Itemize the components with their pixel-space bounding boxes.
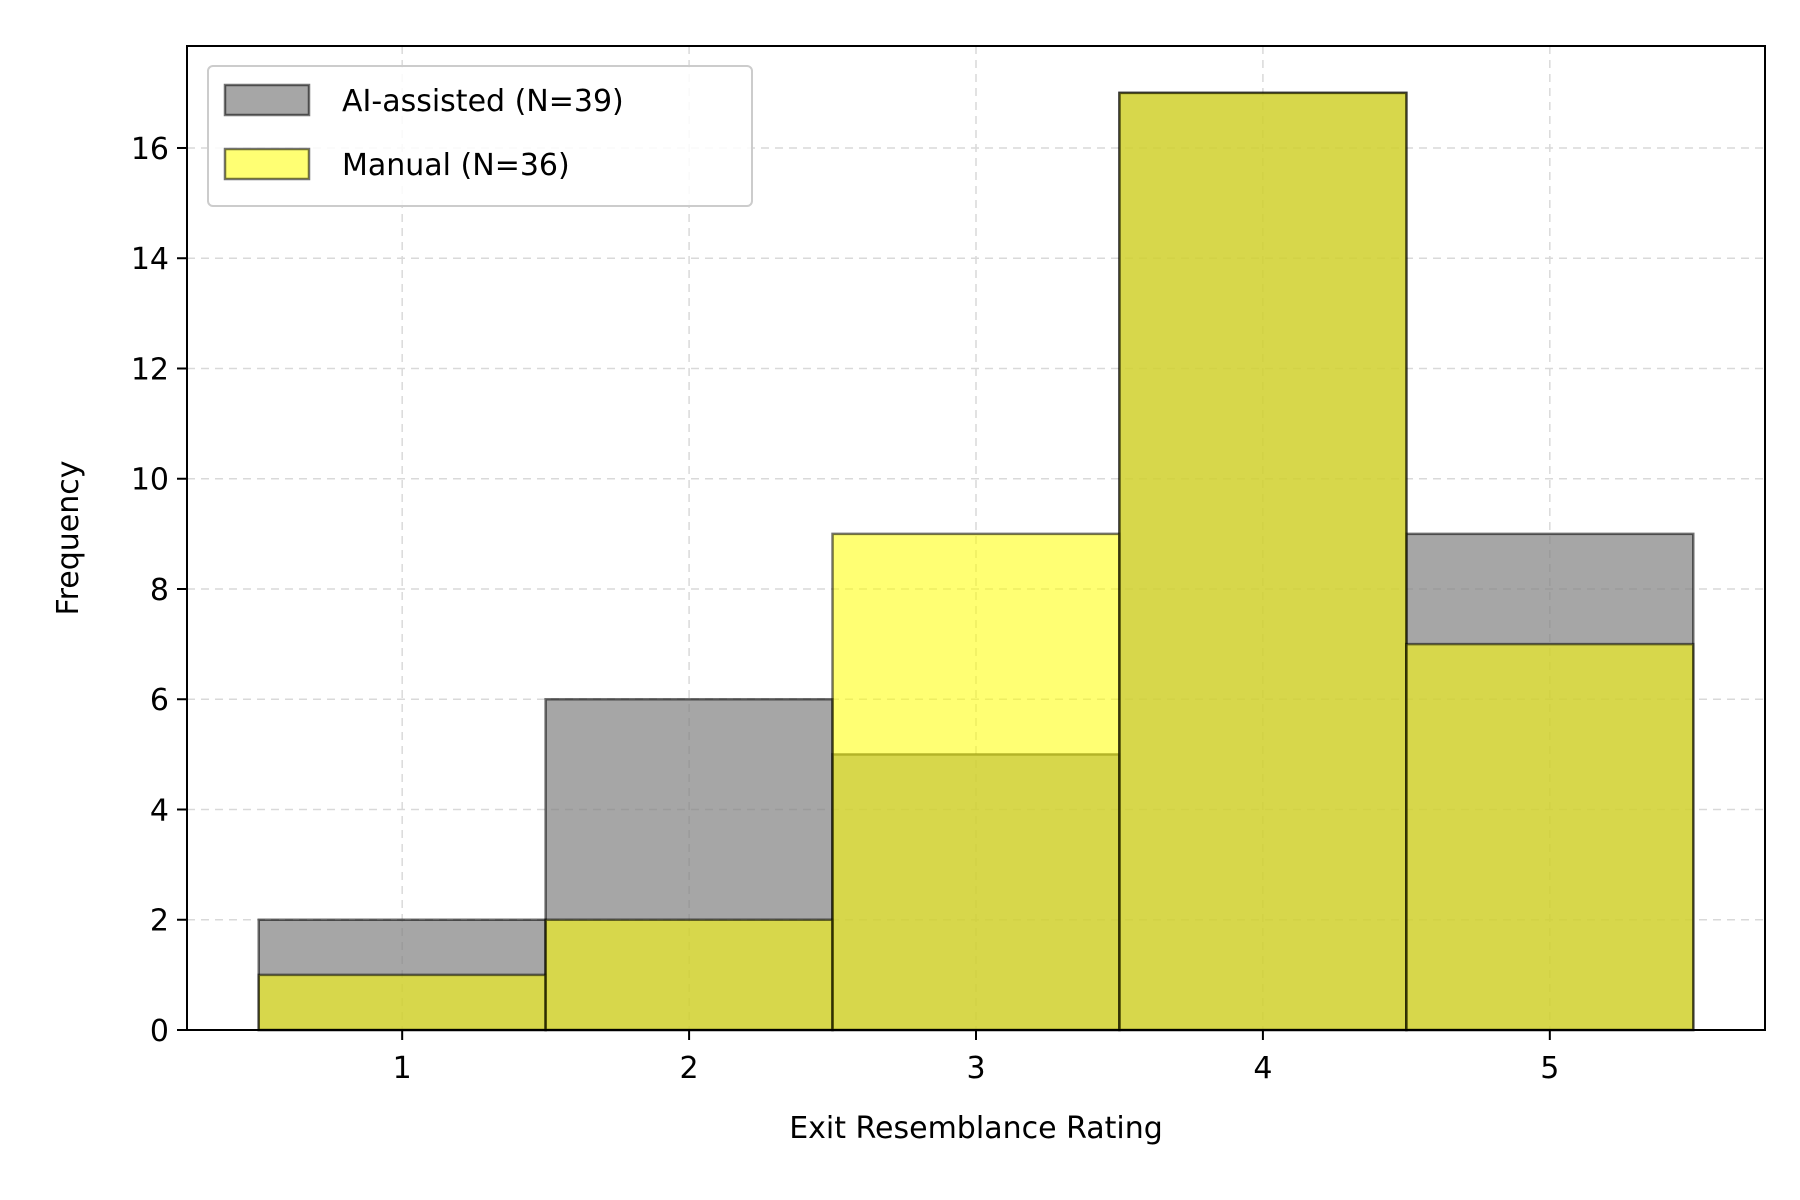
y-tick-label-2: 2 [150, 904, 169, 939]
x-tick-label-1: 1 [393, 1051, 412, 1086]
legend: AI-assisted (N=39) Manual (N=36) [207, 65, 753, 207]
y-tick-label-16: 16 [131, 132, 169, 167]
y-tick-label-10: 10 [131, 463, 169, 498]
x-tick-label-3: 3 [966, 1051, 985, 1086]
x-axis-label: Exit Resemblance Rating [789, 1111, 1163, 1146]
y-axis-label: Frequency [51, 461, 86, 616]
legend-label-series1: AI-assisted (N=39) [342, 84, 624, 119]
y-tick-label-8: 8 [150, 573, 169, 608]
bar-series2-1 [257, 973, 547, 1032]
legend-label-series2: Manual (N=36) [342, 148, 570, 183]
bars [257, 91, 1695, 1032]
y-tick-label-4: 4 [150, 793, 169, 828]
bar-series2-3 [831, 532, 1121, 1032]
y-tick-label-14: 14 [131, 242, 169, 277]
legend-swatch-series1 [223, 83, 311, 117]
y-tick-label-12: 12 [131, 352, 169, 387]
y-tick-label-0: 0 [150, 1014, 169, 1049]
x-tick-label-4: 4 [1253, 1051, 1272, 1086]
y-tick-label-6: 6 [150, 683, 169, 718]
bar-series2-4 [1118, 91, 1408, 1032]
legend-swatch-series2 [223, 147, 311, 181]
bar-series2-5 [1405, 642, 1695, 1032]
bar-series2-2 [544, 918, 834, 1032]
x-tick-label-5: 5 [1540, 1051, 1559, 1086]
legend-box [207, 65, 753, 207]
x-tick-label-2: 2 [680, 1051, 699, 1086]
